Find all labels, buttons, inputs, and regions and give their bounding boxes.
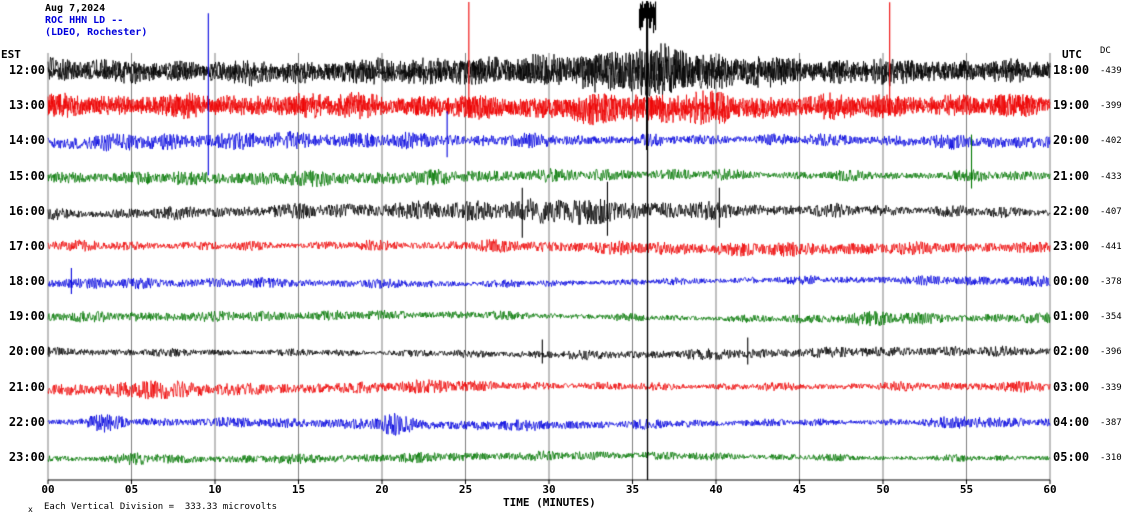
x-tick-label: 15 bbox=[291, 483, 306, 496]
x-tick-label: 25 bbox=[458, 483, 473, 496]
utc-time-label: 00:00 bbox=[1053, 274, 1090, 289]
est-time-label: 18:00 bbox=[8, 274, 45, 289]
est-time-label: 12:00 bbox=[8, 63, 45, 77]
utc-time-label: 20:00 bbox=[1053, 133, 1090, 148]
est-time-label: 21:00 bbox=[8, 379, 45, 394]
dc-value: -378 bbox=[1100, 277, 1122, 288]
x-tick-label: 30 bbox=[542, 483, 556, 496]
x-tick-label: 50 bbox=[876, 483, 890, 496]
dc-value: -433 bbox=[1100, 171, 1122, 182]
utc-time-label: 19:00 bbox=[1053, 98, 1090, 113]
est-time-label: 15:00 bbox=[8, 168, 45, 183]
dc-value: -407 bbox=[1100, 206, 1122, 217]
dc-value: -339 bbox=[1100, 382, 1122, 393]
x-tick-label: 45 bbox=[792, 483, 807, 496]
x-tick-label: 05 bbox=[124, 483, 139, 496]
dc-value: -310 bbox=[1100, 452, 1122, 463]
corner-mark: x bbox=[28, 505, 33, 514]
est-time-label: 16:00 bbox=[8, 203, 45, 218]
utc-time-label: 02:00 bbox=[1053, 344, 1090, 359]
dc-column-label: DC bbox=[1100, 46, 1111, 56]
x-tick-label: 20 bbox=[375, 483, 389, 496]
dc-value: -402 bbox=[1100, 136, 1122, 147]
right-timezone-label: UTC bbox=[1062, 48, 1082, 61]
scale-note: Each Vertical Division = 333.33 microvol… bbox=[44, 502, 277, 512]
utc-time-label: 01:00 bbox=[1053, 309, 1090, 324]
utc-time-label: 18:00 bbox=[1053, 63, 1090, 77]
dc-value: -354 bbox=[1100, 312, 1122, 323]
dc-value: -441 bbox=[1100, 241, 1122, 252]
x-tick-label: 00 bbox=[41, 483, 55, 496]
x-tick-label: 60 bbox=[1043, 483, 1057, 496]
est-time-label: 22:00 bbox=[8, 414, 45, 429]
est-time-label: 20:00 bbox=[8, 344, 45, 359]
dc-value: -399 bbox=[1100, 101, 1122, 112]
utc-time-label: 03:00 bbox=[1053, 379, 1090, 394]
est-time-label: 23:00 bbox=[8, 449, 45, 464]
est-time-label: 14:00 bbox=[8, 133, 45, 148]
est-time-label: 19:00 bbox=[8, 309, 45, 324]
dc-value: -387 bbox=[1100, 417, 1122, 428]
est-time-label: 13:00 bbox=[8, 98, 45, 113]
x-tick-label: 35 bbox=[625, 483, 640, 496]
header: Aug 7,2024 ROC HHN LD -- (LDEO, Rocheste… bbox=[45, 3, 147, 39]
station-label: ROC HHN LD -- bbox=[45, 15, 124, 26]
x-axis-title: TIME (MINUTES) bbox=[503, 496, 596, 509]
date-label: Aug 7,2024 bbox=[45, 3, 106, 14]
utc-time-label: 04:00 bbox=[1053, 414, 1090, 429]
left-timezone-label: EST bbox=[1, 48, 21, 61]
utc-time-label: 23:00 bbox=[1053, 238, 1090, 253]
network-label: (LDEO, Rochester) bbox=[45, 27, 148, 38]
utc-time-label: 21:00 bbox=[1053, 168, 1090, 183]
utc-time-label: 05:00 bbox=[1053, 449, 1090, 464]
utc-time-label: 22:00 bbox=[1053, 203, 1090, 218]
dc-value: -396 bbox=[1100, 347, 1122, 358]
x-tick-label: 40 bbox=[709, 483, 723, 496]
dc-value: -439 bbox=[1100, 66, 1122, 76]
x-tick-label: 55 bbox=[959, 483, 974, 496]
est-time-label: 17:00 bbox=[8, 238, 45, 253]
x-tick-label: 10 bbox=[208, 483, 222, 496]
